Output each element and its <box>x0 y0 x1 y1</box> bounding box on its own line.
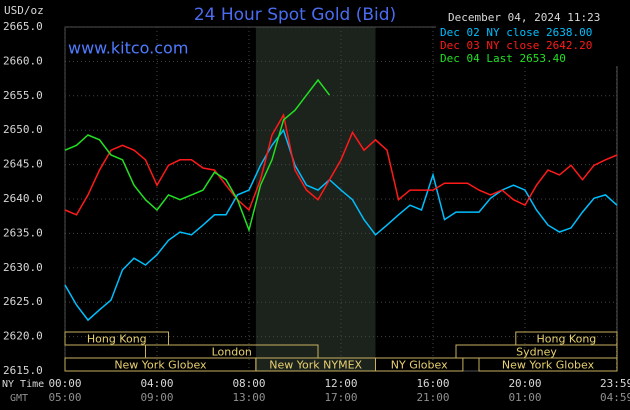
session-label: Sydney <box>516 346 557 359</box>
session-box <box>64 331 169 346</box>
session-box <box>375 357 464 372</box>
legend-entry: Dec 04 Last 2653.40 <box>440 52 566 65</box>
unit-label: USD/oz <box>4 4 44 17</box>
x2-tick-label: 04:59 <box>600 391 630 404</box>
session-shade <box>255 27 376 371</box>
x-tick-label: 20:00 <box>508 377 541 390</box>
chart-title: 24 Hour Spot Gold (Bid) <box>194 5 396 25</box>
x2-tick-label: 05:00 <box>48 391 81 404</box>
x2-tick-label: 13:00 <box>232 391 265 404</box>
x-tick-label: 00:00 <box>48 377 81 390</box>
session-label: Hong Kong <box>87 333 147 346</box>
x-tick-label: 04:00 <box>140 377 173 390</box>
session-label: New York Globex <box>502 359 595 372</box>
session-label: London <box>212 346 252 359</box>
y-tick-label: 2640.0 <box>3 192 43 205</box>
y-tick-label: 2665.0 <box>3 20 43 33</box>
y-tick-label: 2660.0 <box>3 54 43 67</box>
x2-tick-label: 17:00 <box>324 391 357 404</box>
session-label: Hong Kong <box>536 333 596 346</box>
x-label: NY Time <box>2 379 44 390</box>
x2-label: GMT <box>10 393 28 404</box>
x2-tick-label: 21:00 <box>416 391 449 404</box>
series-line <box>64 113 618 216</box>
legend-entry: Dec 03 NY close 2642.20 <box>440 39 592 52</box>
y-tick-label: 2650.0 <box>3 123 43 136</box>
x-tick-label: 23:59 <box>600 377 630 390</box>
session-label: NY Globex <box>391 359 448 372</box>
y-tick-label: 2635.0 <box>3 226 43 239</box>
session-box <box>478 357 618 372</box>
y-tick-label: 2615.0 <box>3 364 43 377</box>
y-tick-label: 2630.0 <box>3 261 43 274</box>
series-line <box>64 128 618 322</box>
x-tick-label: 12:00 <box>324 377 357 390</box>
series-line <box>64 78 331 233</box>
watermark: www.kitco.com <box>68 39 188 58</box>
x-tick-label: 16:00 <box>416 377 449 390</box>
x2-tick-label: 09:00 <box>140 391 173 404</box>
y-tick-label: 2620.0 <box>3 330 43 343</box>
session-label: New York Globex <box>114 359 207 372</box>
y-tick-label: 2645.0 <box>3 158 43 171</box>
legend-entry: Dec 02 NY close 2638.00 <box>440 26 592 39</box>
y-tick-label: 2625.0 <box>3 295 43 308</box>
timestamp: December 04, 2024 11:23 <box>448 11 600 24</box>
y-tick-label: 2655.0 <box>3 89 43 102</box>
x2-tick-label: 01:00 <box>508 391 541 404</box>
session-label: New York NYMEX <box>269 359 362 372</box>
legend-box <box>436 26 618 66</box>
x-tick-label: 08:00 <box>232 377 265 390</box>
